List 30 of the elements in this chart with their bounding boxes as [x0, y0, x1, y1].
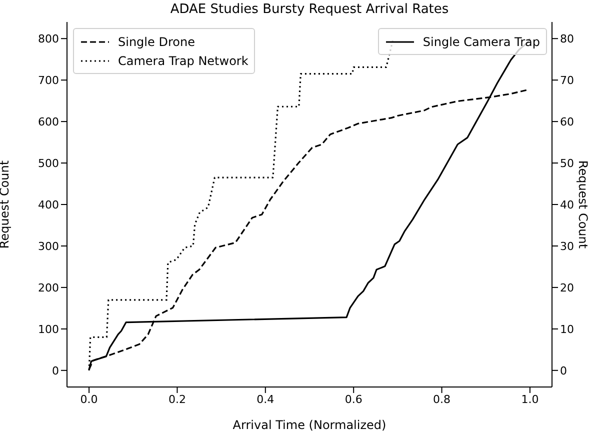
y2-tick-label: 80 [560, 32, 574, 46]
y-tick-label: 400 [38, 198, 59, 212]
x-tick-label: 0.6 [344, 392, 362, 406]
y-tick-label: 700 [38, 74, 59, 87]
y-tick-label: 500 [38, 156, 59, 170]
y2-tick-label: 50 [560, 156, 574, 170]
y2-axis-title: Request Count [576, 160, 590, 249]
y2-tick-label: 70 [560, 74, 574, 87]
x-tick-label: 0.0 [80, 392, 98, 406]
x-tick-label: 0.2 [168, 392, 186, 406]
x-tick-label: 0.4 [256, 392, 274, 406]
x-tick-label: 1.0 [521, 392, 539, 406]
y-tick-label: 200 [38, 281, 59, 294]
y-tick-label: 0 [52, 364, 59, 378]
y-tick-label: 100 [38, 322, 59, 336]
chart-title: ADAE Studies Bursty Request Arrival Rates [169, 2, 450, 17]
legend-label: Camera Trap Network [118, 54, 248, 68]
y2-tick-label: 20 [560, 281, 574, 294]
legend-label: Single Camera Trap [422, 34, 540, 48]
y2-tick-label: 40 [560, 198, 574, 212]
y2-tick-label: 10 [560, 322, 574, 336]
y2-tick-label: 60 [560, 115, 574, 128]
y-tick-label: 300 [38, 240, 59, 253]
y-tick-label: 600 [38, 115, 59, 128]
legend-label: Single Drone [118, 34, 195, 48]
y2-tick-label: 30 [560, 240, 574, 253]
x-tick-label: 0.8 [433, 392, 451, 406]
x-axis-title: Arrival Time (Normalized) [232, 418, 386, 432]
y2-tick-label: 0 [560, 364, 567, 378]
y-tick-label: 800 [38, 32, 59, 46]
